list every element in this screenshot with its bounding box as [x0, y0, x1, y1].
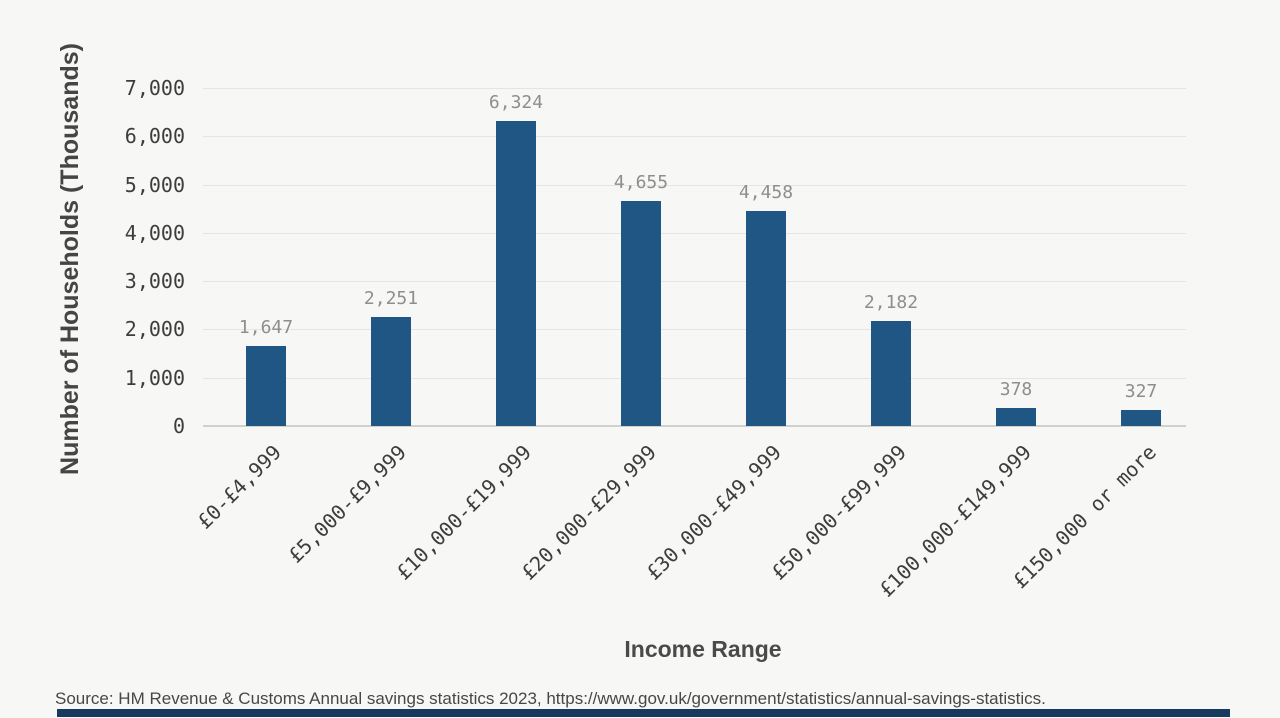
- bar: [996, 407, 1036, 426]
- bar: [246, 346, 286, 426]
- bar-value-label: 2,182: [863, 291, 919, 313]
- gridline: [203, 377, 1186, 379]
- bar: [621, 201, 661, 426]
- source-attribution: Source: HM Revenue & Customs Annual savi…: [55, 689, 1046, 708]
- x-tick-label: £30,000-£49,999: [641, 440, 786, 585]
- y-tick-label: 6,000: [124, 124, 185, 149]
- bar: [496, 120, 536, 426]
- gridline: [203, 88, 1186, 89]
- bar-value-label: 1,647: [238, 317, 294, 339]
- x-tick-label: £0-£4,999: [192, 440, 286, 534]
- bar: [1121, 410, 1161, 426]
- bar-value-label: 6,324: [488, 91, 544, 113]
- gridline: [203, 281, 1186, 283]
- y-tick-label: 5,000: [124, 172, 185, 197]
- x-tick-label: £20,000-£29,999: [516, 440, 661, 585]
- bar-value-label: 378: [999, 378, 1033, 400]
- bar-value-label: 4,655: [613, 172, 669, 194]
- x-tick-label: £100,000-£149,999: [874, 440, 1036, 602]
- gridline: [203, 329, 1186, 331]
- footer-accent-bar: [57, 709, 1230, 717]
- bar-value-label: 4,458: [738, 181, 794, 203]
- bar-value-label: 327: [1124, 381, 1158, 403]
- bar: [746, 210, 786, 426]
- gridline: [203, 136, 1186, 138]
- y-tick-label: 4,000: [124, 220, 185, 245]
- gridline: [203, 184, 1186, 186]
- y-tick-label: 7,000: [124, 76, 185, 100]
- y-tick-label: 2,000: [124, 317, 185, 342]
- x-tick-label: £50,000-£99,999: [766, 440, 911, 585]
- bar-value-label: 2,251: [363, 288, 419, 310]
- bar: [371, 317, 411, 426]
- x-axis-line: [203, 425, 1186, 427]
- gridline: [203, 232, 1186, 234]
- y-tick-label: 1,000: [124, 365, 185, 390]
- bar: [871, 320, 911, 426]
- x-tick-label: £10,000-£19,999: [391, 440, 536, 585]
- x-tick-label: £5,000-£9,999: [283, 440, 411, 568]
- x-tick-label: £150,000 or more: [1007, 440, 1161, 594]
- x-axis-title: Income Range: [624, 636, 782, 662]
- y-tick-label: 0: [172, 414, 185, 438]
- y-tick-label: 3,000: [124, 269, 185, 294]
